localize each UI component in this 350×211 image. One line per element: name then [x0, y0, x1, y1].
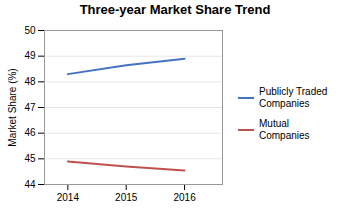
- svg-text:2015: 2015: [115, 192, 138, 203]
- svg-text:47: 47: [24, 102, 36, 113]
- svg-text:2016: 2016: [173, 192, 196, 203]
- svg-text:44: 44: [24, 179, 36, 190]
- html-text:Publicly Traded Companies: Publicly Traded Companies: [259, 86, 328, 109]
- html-text:Mutual Companies: Mutual Companies: [259, 118, 310, 141]
- svg-text:46: 46: [24, 127, 36, 138]
- svg-text:50: 50: [24, 25, 36, 36]
- svg-text:Market Share (%): Market Share (%): [7, 68, 18, 146]
- svg-text:45: 45: [24, 153, 36, 164]
- svg-text:2014: 2014: [57, 192, 80, 203]
- html-text:Three-year Market Share Trend: Three-year Market Share Trend: [79, 2, 271, 17]
- svg-text:48: 48: [24, 76, 36, 87]
- svg-text:49: 49: [24, 50, 36, 61]
